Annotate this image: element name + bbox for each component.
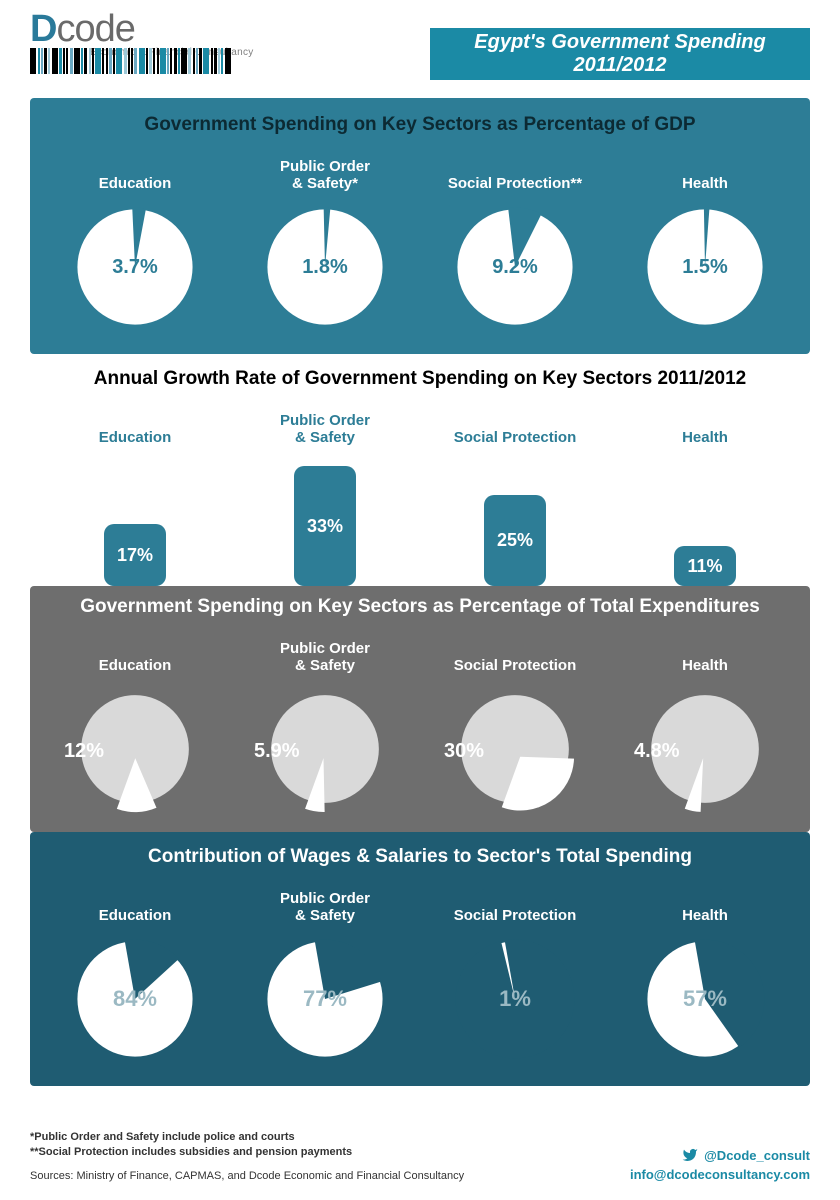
pie-chart: 57% [640,934,770,1064]
chart-label: Health [614,636,796,674]
chart-label: Public Order & Safety* [234,154,416,192]
section-wages: Contribution of Wages & Salaries to Sect… [30,832,810,1086]
chart-label: Public Order & Safety [234,636,416,674]
pie-value: 12% [64,740,104,763]
pie-value: 9.2% [450,202,580,332]
bar-label: Social Protection [424,408,606,446]
section-gdp: Government Spending on Key Sectors as Pe… [30,98,810,354]
contact: @Dcode_consult info@dcodeconsultancy.com [630,1147,810,1182]
section-growth-title: Annual Growth Rate of Government Spendin… [40,368,800,390]
bar-cell: Education 17% [44,408,226,586]
chart-label: Education [44,636,226,674]
section-gdp-title: Government Spending on Key Sectors as Pe… [40,114,800,136]
chart-cell: Social Protection** 9.2% [424,154,606,332]
bar-cell: Social Protection 25% [424,408,606,586]
row-gdp: Education 3.7% Public Order & Safety* 1.8% S… [40,154,800,332]
row-growth: Education 17% Public Order & Safety 33% Soci… [40,408,800,586]
content: Government Spending on Key Sectors as Pe… [0,82,840,1086]
chart-cell: Social Protection 1% [424,886,606,1064]
chart-cell: Health 4.8% [614,636,796,814]
chart-label: Education [44,886,226,924]
chart-cell: Public Order & Safety* 1.8% [234,154,416,332]
chart-label: Health [614,886,796,924]
section-wages-title: Contribution of Wages & Salaries to Sect… [40,846,800,868]
chart-cell: Public Order & Safety 5.9% [234,636,416,814]
pie-chart: 4.8% [640,684,770,814]
footnote-1: *Public Order and Safety include police … [30,1130,810,1145]
row-expenditures: Education 12% Public Order & Safety 5.9% Soc… [40,636,800,814]
chart-cell: Health 1.5% [614,154,796,332]
title-line1: Egypt's Government Spending [474,31,765,54]
chart-cell: Education 12% [44,636,226,814]
bar: 11% [674,546,736,586]
chart-label: Public Order & Safety [234,886,416,924]
pie-chart: 5.9% [260,684,390,814]
chart-label: Health [614,154,796,192]
pie-chart: 9.2% [450,202,580,332]
chart-label: Education [44,154,226,192]
chart-cell: Public Order & Safety 77% [234,886,416,1064]
chart-cell: Education 84% [44,886,226,1064]
section-exp-title: Government Spending on Key Sectors as Pe… [40,596,800,618]
pie-chart: 1.5% [640,202,770,332]
row-wages: Education 84% Public Order & Safety 77% Soci… [40,886,800,1064]
pie-chart: 77% [260,934,390,1064]
chart-label: Social Protection [424,636,606,674]
barcode-graphic [30,48,430,74]
twitter-icon [682,1147,698,1163]
contact-email: info@dcodeconsultancy.com [630,1167,810,1182]
section-growth: Annual Growth Rate of Government Spendin… [30,354,810,586]
pie-chart: 30% [450,684,580,814]
bar-label: Education [44,408,226,446]
twitter-handle: @Dcode_consult [704,1148,810,1163]
pie-chart: 3.7% [70,202,200,332]
header: Dcode Economic & Financial Consultancy E… [0,0,840,82]
pie-value: 1.5% [640,202,770,332]
pie-value: 4.8% [634,740,680,763]
pie-value: 1% [450,934,580,1064]
logo-code: code [56,8,134,50]
pie-value: 57% [640,934,770,1064]
bar-label: Health [614,408,796,446]
pie-value: 5.9% [254,740,300,763]
chart-cell: Health 57% [614,886,796,1064]
chart-label: Social Protection [424,886,606,924]
bar-cell: Public Order & Safety 33% [234,408,416,586]
pie-value: 3.7% [70,202,200,332]
pie-chart: 1.8% [260,202,390,332]
bar: 17% [104,524,166,586]
section-expenditures: Government Spending on Key Sectors as Pe… [30,586,810,832]
pie-chart: 84% [70,934,200,1064]
chart-cell: Education 3.7% [44,154,226,332]
pie-value: 1.8% [260,202,390,332]
pie-value: 77% [260,934,390,1064]
chart-label: Social Protection** [424,154,606,192]
logo-d: D [30,8,56,50]
pie-value: 84% [70,934,200,1064]
bar-label: Public Order & Safety [234,408,416,446]
pie-chart: 1% [450,934,580,1064]
bar-cell: Health 11% [614,408,796,586]
bar: 25% [484,495,546,586]
title-line2: 2011/2012 [573,54,666,77]
title-banner: Egypt's Government Spending 2011/2012 [430,28,810,80]
pie-value: 30% [444,740,484,763]
bar: 33% [294,466,356,586]
chart-cell: Social Protection 30% [424,636,606,814]
footer: *Public Order and Safety include police … [0,1120,840,1200]
pie-chart: 12% [70,684,200,814]
